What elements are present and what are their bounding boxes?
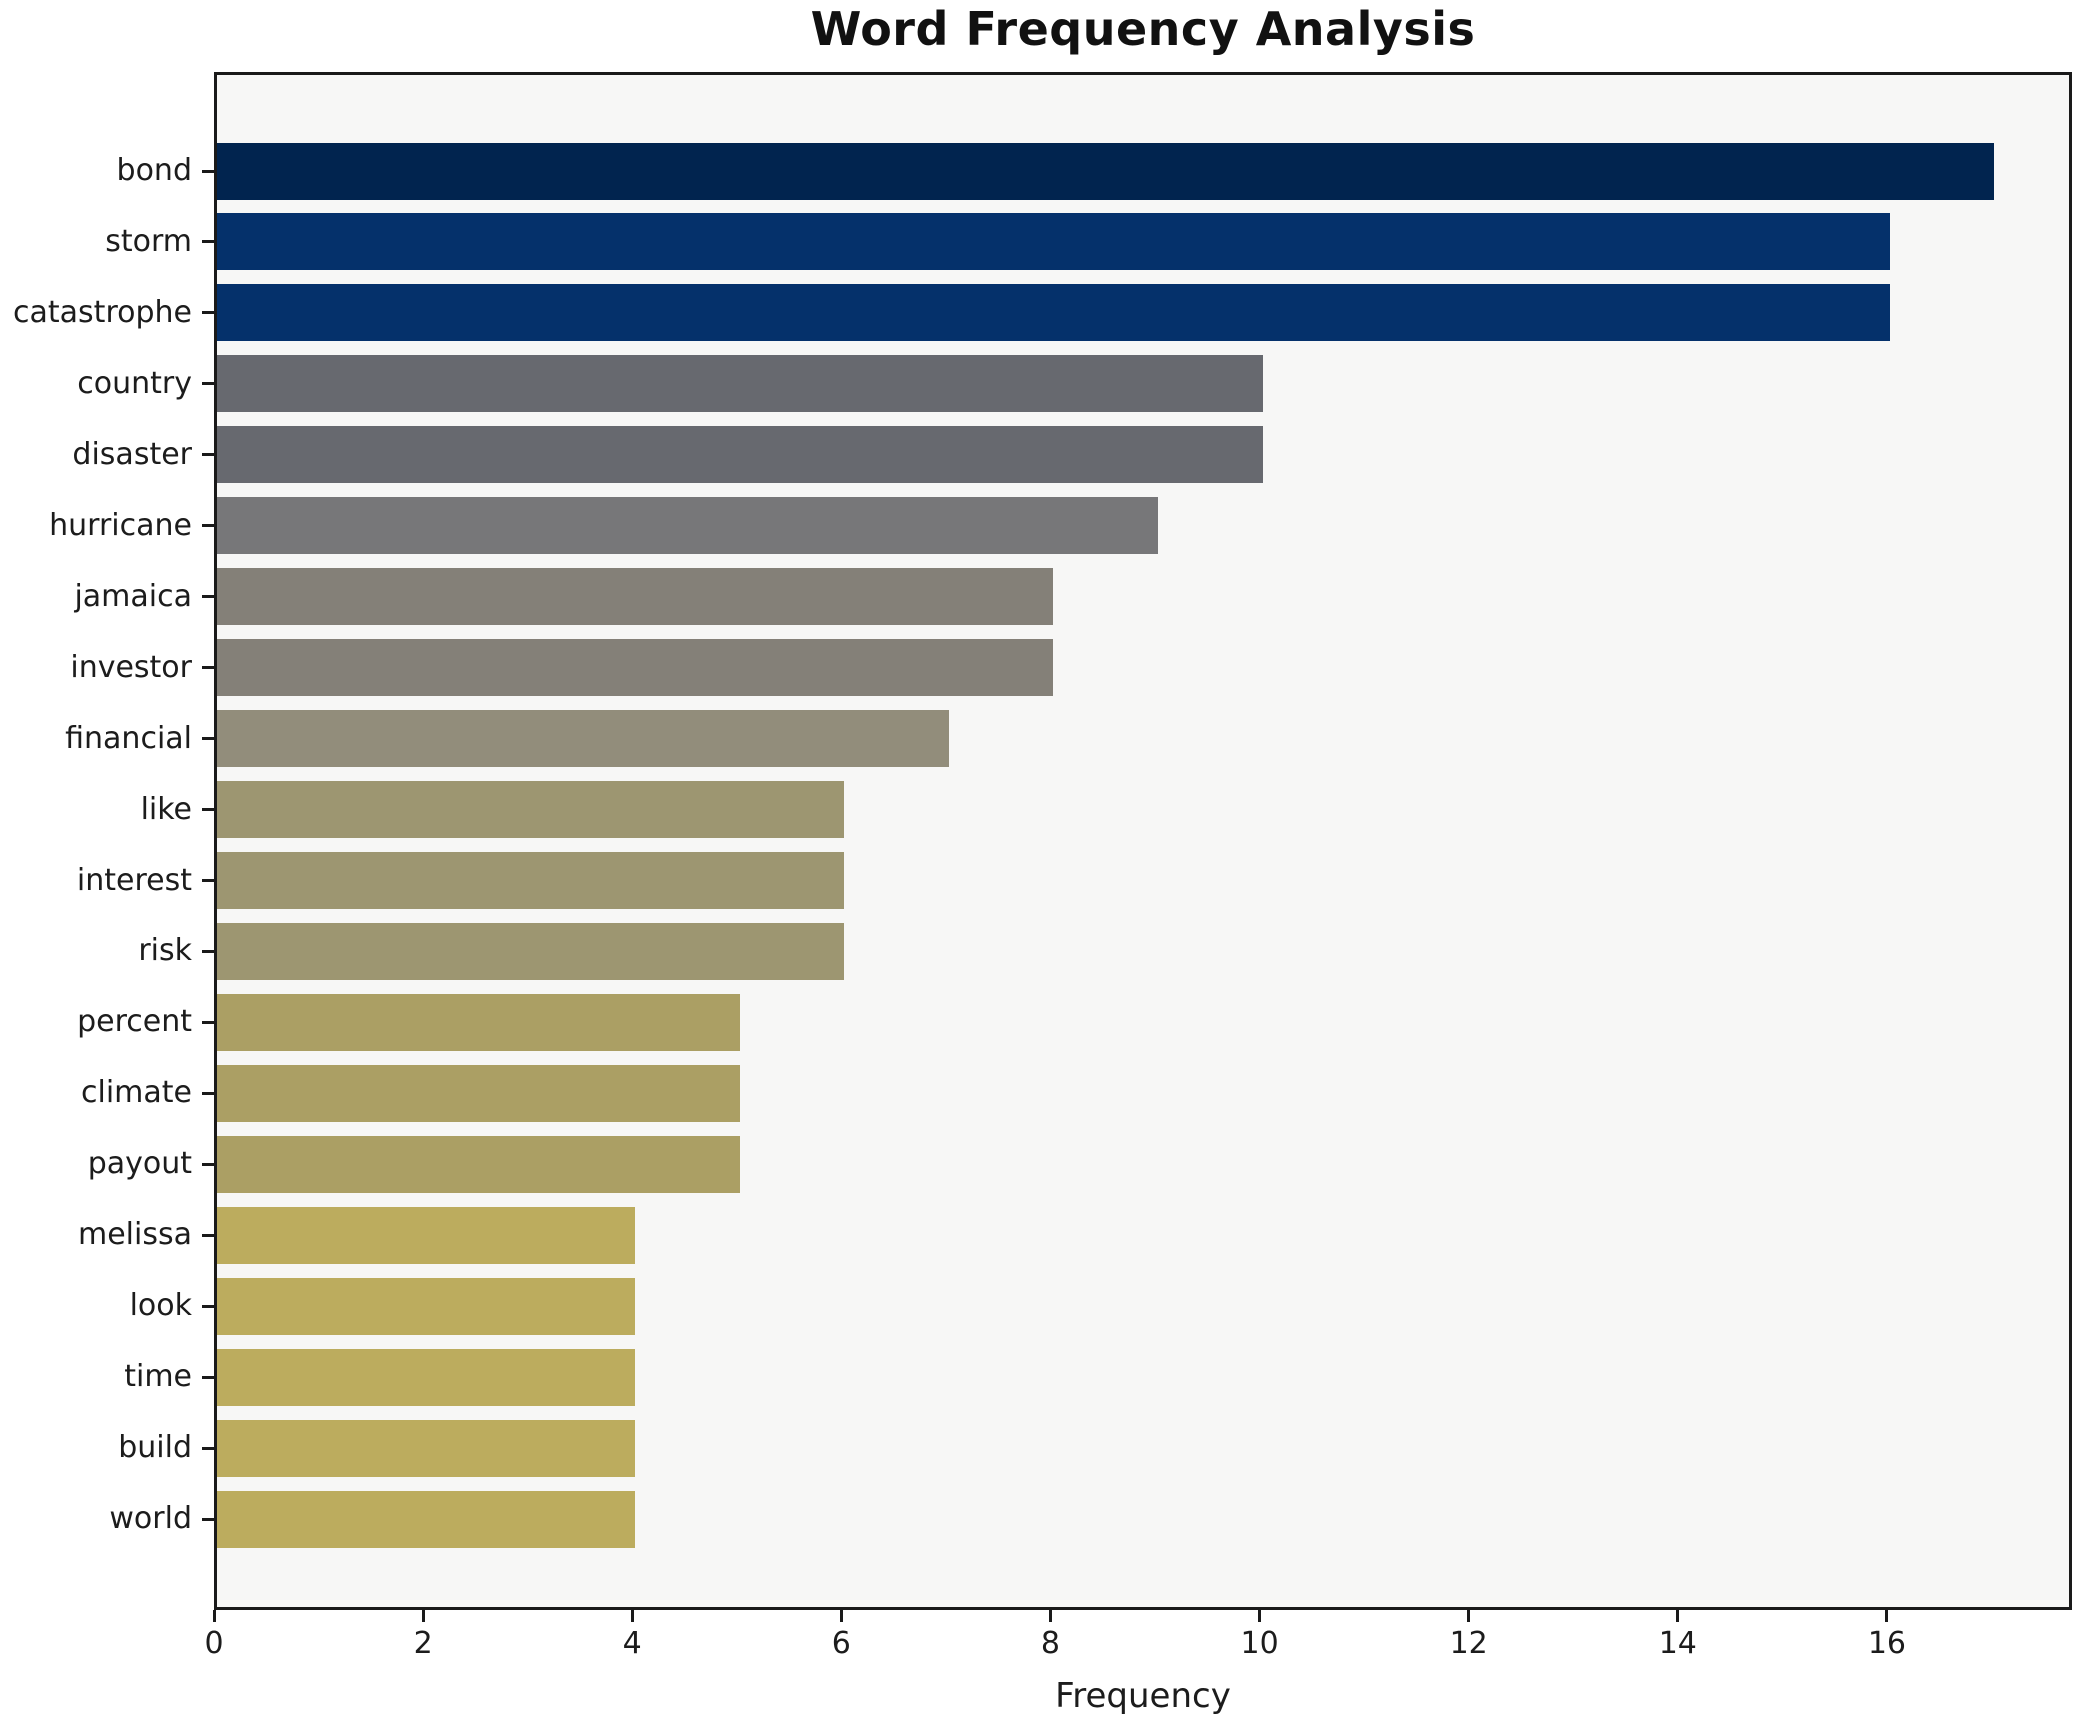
chart-title: Word Frequency Analysis xyxy=(810,2,1476,56)
bar-catastrophe xyxy=(217,284,1890,342)
plot-area xyxy=(214,72,2072,1610)
y-tick-label-like: like xyxy=(140,791,192,827)
x-tick-label-4: 4 xyxy=(622,1626,642,1661)
y-tick-mark-jamaica xyxy=(202,595,214,599)
y-tick-label-jamaica: jamaica xyxy=(74,578,192,614)
x-tick-mark-16 xyxy=(1885,1610,1889,1622)
y-tick-label-bond: bond xyxy=(116,153,192,188)
y-tick-label-hurricane: hurricane xyxy=(49,507,192,543)
y-tick-label-risk: risk xyxy=(138,933,192,969)
bar-build xyxy=(217,1419,636,1477)
y-tick-label-catastrophe: catastrophe xyxy=(13,294,192,330)
y-tick-mark-hurricane xyxy=(202,524,214,528)
x-tick-mark-2 xyxy=(421,1610,425,1622)
x-tick-mark-6 xyxy=(839,1610,843,1622)
x-axis-label: Frequency xyxy=(1055,1676,1231,1716)
y-tick-mark-financial xyxy=(202,737,214,741)
bar-payout xyxy=(217,1135,740,1193)
y-tick-mark-time xyxy=(202,1375,214,1379)
y-tick-mark-interest xyxy=(202,879,214,882)
y-tick-mark-bond xyxy=(202,169,214,173)
x-tick-mark-12 xyxy=(1467,1610,1471,1622)
bar-hurricane xyxy=(217,497,1159,555)
bar-look xyxy=(217,1277,636,1335)
y-tick-label-time: time xyxy=(124,1359,192,1395)
bar-financial xyxy=(217,710,949,768)
bar-melissa xyxy=(217,1206,636,1264)
y-tick-mark-investor xyxy=(202,666,214,670)
y-tick-label-percent: percent xyxy=(77,1004,192,1040)
bar-bond xyxy=(217,142,1995,200)
y-tick-label-financial: financial xyxy=(65,720,192,756)
bar-country xyxy=(217,355,1263,413)
x-tick-label-14: 14 xyxy=(1658,1626,1697,1661)
x-tick-label-6: 6 xyxy=(831,1626,851,1661)
x-tick-label-2: 2 xyxy=(413,1626,433,1661)
x-tick-label-12: 12 xyxy=(1449,1626,1488,1661)
y-tick-mark-disaster xyxy=(202,453,214,457)
x-tick-label-10: 10 xyxy=(1240,1626,1279,1661)
y-tick-label-storm: storm xyxy=(105,223,192,259)
y-tick-mark-risk xyxy=(202,949,214,953)
bar-investor xyxy=(217,639,1054,697)
y-tick-mark-percent xyxy=(202,1020,214,1024)
bar-climate xyxy=(217,1064,740,1122)
y-tick-label-melissa: melissa xyxy=(78,1217,192,1253)
y-tick-mark-storm xyxy=(202,240,214,244)
y-tick-mark-look xyxy=(202,1304,214,1308)
x-tick-mark-0 xyxy=(212,1610,216,1622)
y-tick-label-investor: investor xyxy=(70,649,192,685)
y-tick-mark-world xyxy=(202,1517,214,1521)
bar-disaster xyxy=(217,426,1263,484)
bar-jamaica xyxy=(217,568,1054,626)
bar-like xyxy=(217,781,845,839)
y-tick-label-disaster: disaster xyxy=(72,436,192,472)
x-tick-mark-14 xyxy=(1676,1610,1680,1622)
bar-time xyxy=(217,1348,636,1406)
y-tick-mark-payout xyxy=(202,1162,214,1166)
x-tick-mark-8 xyxy=(1048,1610,1052,1622)
y-tick-mark-climate xyxy=(202,1091,214,1095)
bar-world xyxy=(217,1490,636,1548)
y-tick-label-interest: interest xyxy=(76,862,192,898)
y-tick-mark-build xyxy=(202,1446,214,1450)
x-tick-mark-10 xyxy=(1258,1610,1262,1622)
bar-storm xyxy=(217,213,1890,271)
y-tick-mark-like xyxy=(202,808,214,812)
y-tick-mark-catastrophe xyxy=(202,311,214,315)
y-tick-label-build: build xyxy=(118,1430,192,1466)
bar-percent xyxy=(217,993,740,1051)
bar-risk xyxy=(217,922,845,980)
y-tick-label-climate: climate xyxy=(81,1075,192,1111)
y-tick-label-payout: payout xyxy=(87,1146,192,1182)
x-tick-label-16: 16 xyxy=(1867,1626,1907,1661)
y-tick-mark-country xyxy=(202,382,214,386)
bar-interest xyxy=(217,852,845,909)
y-tick-mark-melissa xyxy=(202,1233,214,1237)
y-tick-label-look: look xyxy=(129,1288,192,1324)
x-tick-mark-4 xyxy=(630,1610,634,1622)
y-tick-label-world: world xyxy=(109,1501,192,1537)
y-tick-label-country: country xyxy=(77,365,192,401)
x-tick-label-0: 0 xyxy=(204,1626,224,1661)
x-tick-label-8: 8 xyxy=(1040,1626,1060,1661)
